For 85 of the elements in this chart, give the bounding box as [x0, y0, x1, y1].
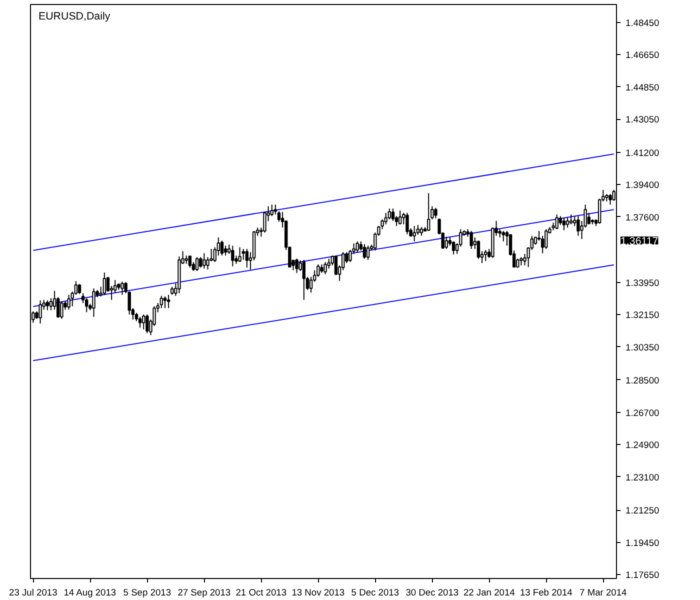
candlestick — [555, 214, 558, 230]
candlestick — [46, 300, 50, 311]
candlestick — [587, 212, 590, 225]
candlestick — [484, 249, 488, 262]
candlestick — [316, 264, 320, 278]
y-tick-label: 1.32150 — [626, 310, 660, 320]
candlestick — [67, 294, 70, 310]
candlestick — [608, 194, 612, 206]
candlestick — [470, 230, 473, 250]
candlestick — [366, 245, 370, 260]
y-tick-label: 1.19450 — [626, 538, 660, 548]
candlestick — [569, 214, 573, 225]
candlestick — [220, 240, 224, 256]
y-tick-label: 1.43050 — [626, 114, 660, 125]
candlestick — [78, 284, 82, 294]
y-tick-label: 1.21250 — [626, 506, 660, 516]
candlestick — [166, 294, 170, 309]
x-tick-label: 5 Sep 2013 — [123, 588, 172, 598]
y-tick-label: 1.41200 — [626, 148, 660, 158]
x-tick-label: 27 Sep 2013 — [178, 588, 231, 598]
candlestick — [362, 244, 366, 260]
x-tick-label: 13 Feb 2014 — [520, 588, 572, 598]
x-tick-label: 22 Jan 2014 — [463, 588, 515, 598]
x-tick-label: 23 Jul 2013 — [9, 588, 58, 598]
candlestick — [120, 281, 124, 296]
candlestick — [188, 255, 192, 268]
candlestick — [444, 236, 448, 250]
candlestick — [224, 245, 228, 256]
candlestick — [412, 225, 416, 242]
candlestick — [502, 230, 505, 242]
candlestick — [242, 248, 245, 260]
candlestick — [245, 248, 249, 268]
candlestick — [142, 314, 146, 330]
candlestick — [426, 192, 430, 232]
candlestick — [302, 259, 306, 300]
candlestick — [238, 246, 242, 262]
y-tick-label: 1.28500 — [626, 375, 660, 386]
candlestick — [356, 240, 359, 253]
text: 1.36117 — [620, 236, 658, 248]
y-tick-label: 1.37600 — [626, 212, 660, 222]
candlestick — [345, 252, 348, 264]
candlestick — [163, 296, 167, 309]
candlestick — [160, 295, 164, 309]
candlestick — [92, 288, 96, 318]
candlestick — [324, 262, 327, 275]
y-tick-label: 1.39400 — [626, 180, 660, 190]
candlestick — [138, 316, 142, 328]
candlestick — [562, 217, 566, 231]
y-tick-label: 1.30350 — [626, 342, 660, 352]
candlestick — [202, 252, 206, 270]
x-tick-label: 5 Dec 2013 — [351, 588, 400, 598]
candlestick — [384, 212, 388, 225]
candlestick — [198, 256, 202, 268]
candlestick — [38, 300, 42, 324]
text: EURUSD,Daily — [38, 10, 111, 22]
x-tick-label: 14 Aug 2013 — [64, 588, 116, 598]
candlestick — [49, 298, 53, 311]
candlestick — [102, 272, 106, 296]
y-tick-label: 1.33950 — [626, 278, 660, 288]
x-tick-label: 7 Mar 2014 — [580, 588, 627, 598]
candlestick — [195, 256, 199, 272]
y-tick-label: 1.17650 — [626, 570, 660, 580]
candlestick — [452, 240, 456, 255]
candlestick — [60, 300, 64, 320]
x-tick-label: 21 Oct 2013 — [236, 588, 287, 598]
candlestick — [270, 204, 274, 217]
candlestick — [295, 258, 298, 274]
candlestick — [231, 245, 234, 267]
candlestick — [476, 240, 480, 260]
y-tick-label: 1.44850 — [626, 82, 660, 92]
candlestick — [544, 228, 548, 250]
candlestick — [406, 212, 409, 235]
candlestick — [566, 217, 570, 228]
candlestick — [398, 210, 402, 225]
y-tick-label: 1.46650 — [626, 50, 660, 60]
y-tick-label: 1.24900 — [626, 440, 660, 450]
x-tick-label: 30 Dec 2013 — [406, 588, 459, 598]
y-tick-label: 1.26700 — [626, 408, 660, 418]
candlestick — [146, 314, 149, 334]
candlestick — [434, 207, 438, 219]
y-tick-label: 1.48450 — [626, 18, 660, 28]
candlestick — [206, 256, 210, 270]
candlestick — [576, 216, 580, 236]
x-tick-label: 13 Nov 2013 — [292, 588, 345, 598]
y-tick-label: 1.23100 — [626, 472, 660, 482]
